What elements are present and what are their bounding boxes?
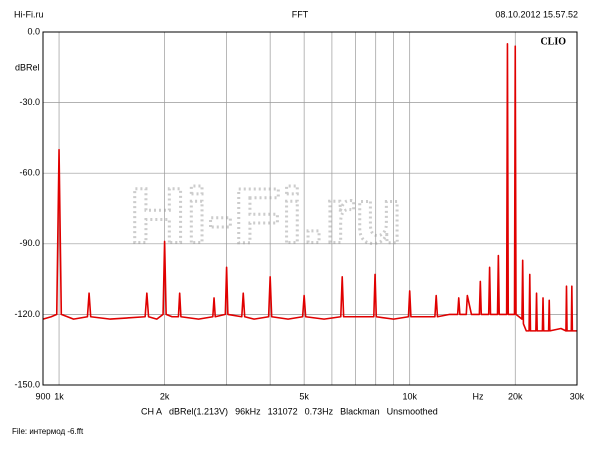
y-tick-label: -60.0 (19, 168, 40, 178)
x-unit-label: Hz (473, 391, 484, 401)
info-item: 131072 (268, 406, 298, 416)
info-item: CH A (141, 406, 162, 416)
x-tick-label: 2k (160, 391, 170, 401)
header-date: 08.10.2012 15.57.52 (495, 9, 578, 19)
x-tick-label: 30k (570, 391, 585, 401)
info-item: 0.73Hz (305, 406, 334, 416)
plot-frame (42, 31, 578, 386)
file-label: File: интермод -6.fft (12, 427, 84, 436)
y-tick-label: -120.0 (14, 309, 40, 319)
y-axis-label: dBRel (15, 62, 40, 72)
header-left: Hi-Fi.ru (14, 9, 44, 19)
info-item: 96kHz (235, 406, 261, 416)
y-tick-label: -30.0 (19, 97, 40, 107)
watermark: Hi-Fi.ru (130, 172, 403, 260)
brand: CLIO (540, 36, 566, 47)
x-tick-label: 900 (35, 391, 50, 401)
info-item: dBRel(1.213V) (169, 406, 228, 416)
x-tick-label: 5k (299, 391, 309, 401)
y-tick-label: -150.0 (14, 379, 40, 389)
info-line: CH A dBRel(1.213V) 96kHz 131072 0.73Hz Blackm… (141, 406, 438, 416)
x-tick-label: 10k (402, 391, 417, 401)
info-item: Unsmoothed (387, 406, 438, 416)
header-title: FFT (292, 9, 309, 19)
info-item: Blackman (340, 406, 380, 416)
y-tick-label: 0.0 (27, 26, 40, 36)
x-tick-label: 1k (54, 391, 64, 401)
y-tick-label: -90.0 (19, 238, 40, 248)
spectrum-line (42, 42, 577, 332)
x-tick-label: 20k (508, 391, 523, 401)
